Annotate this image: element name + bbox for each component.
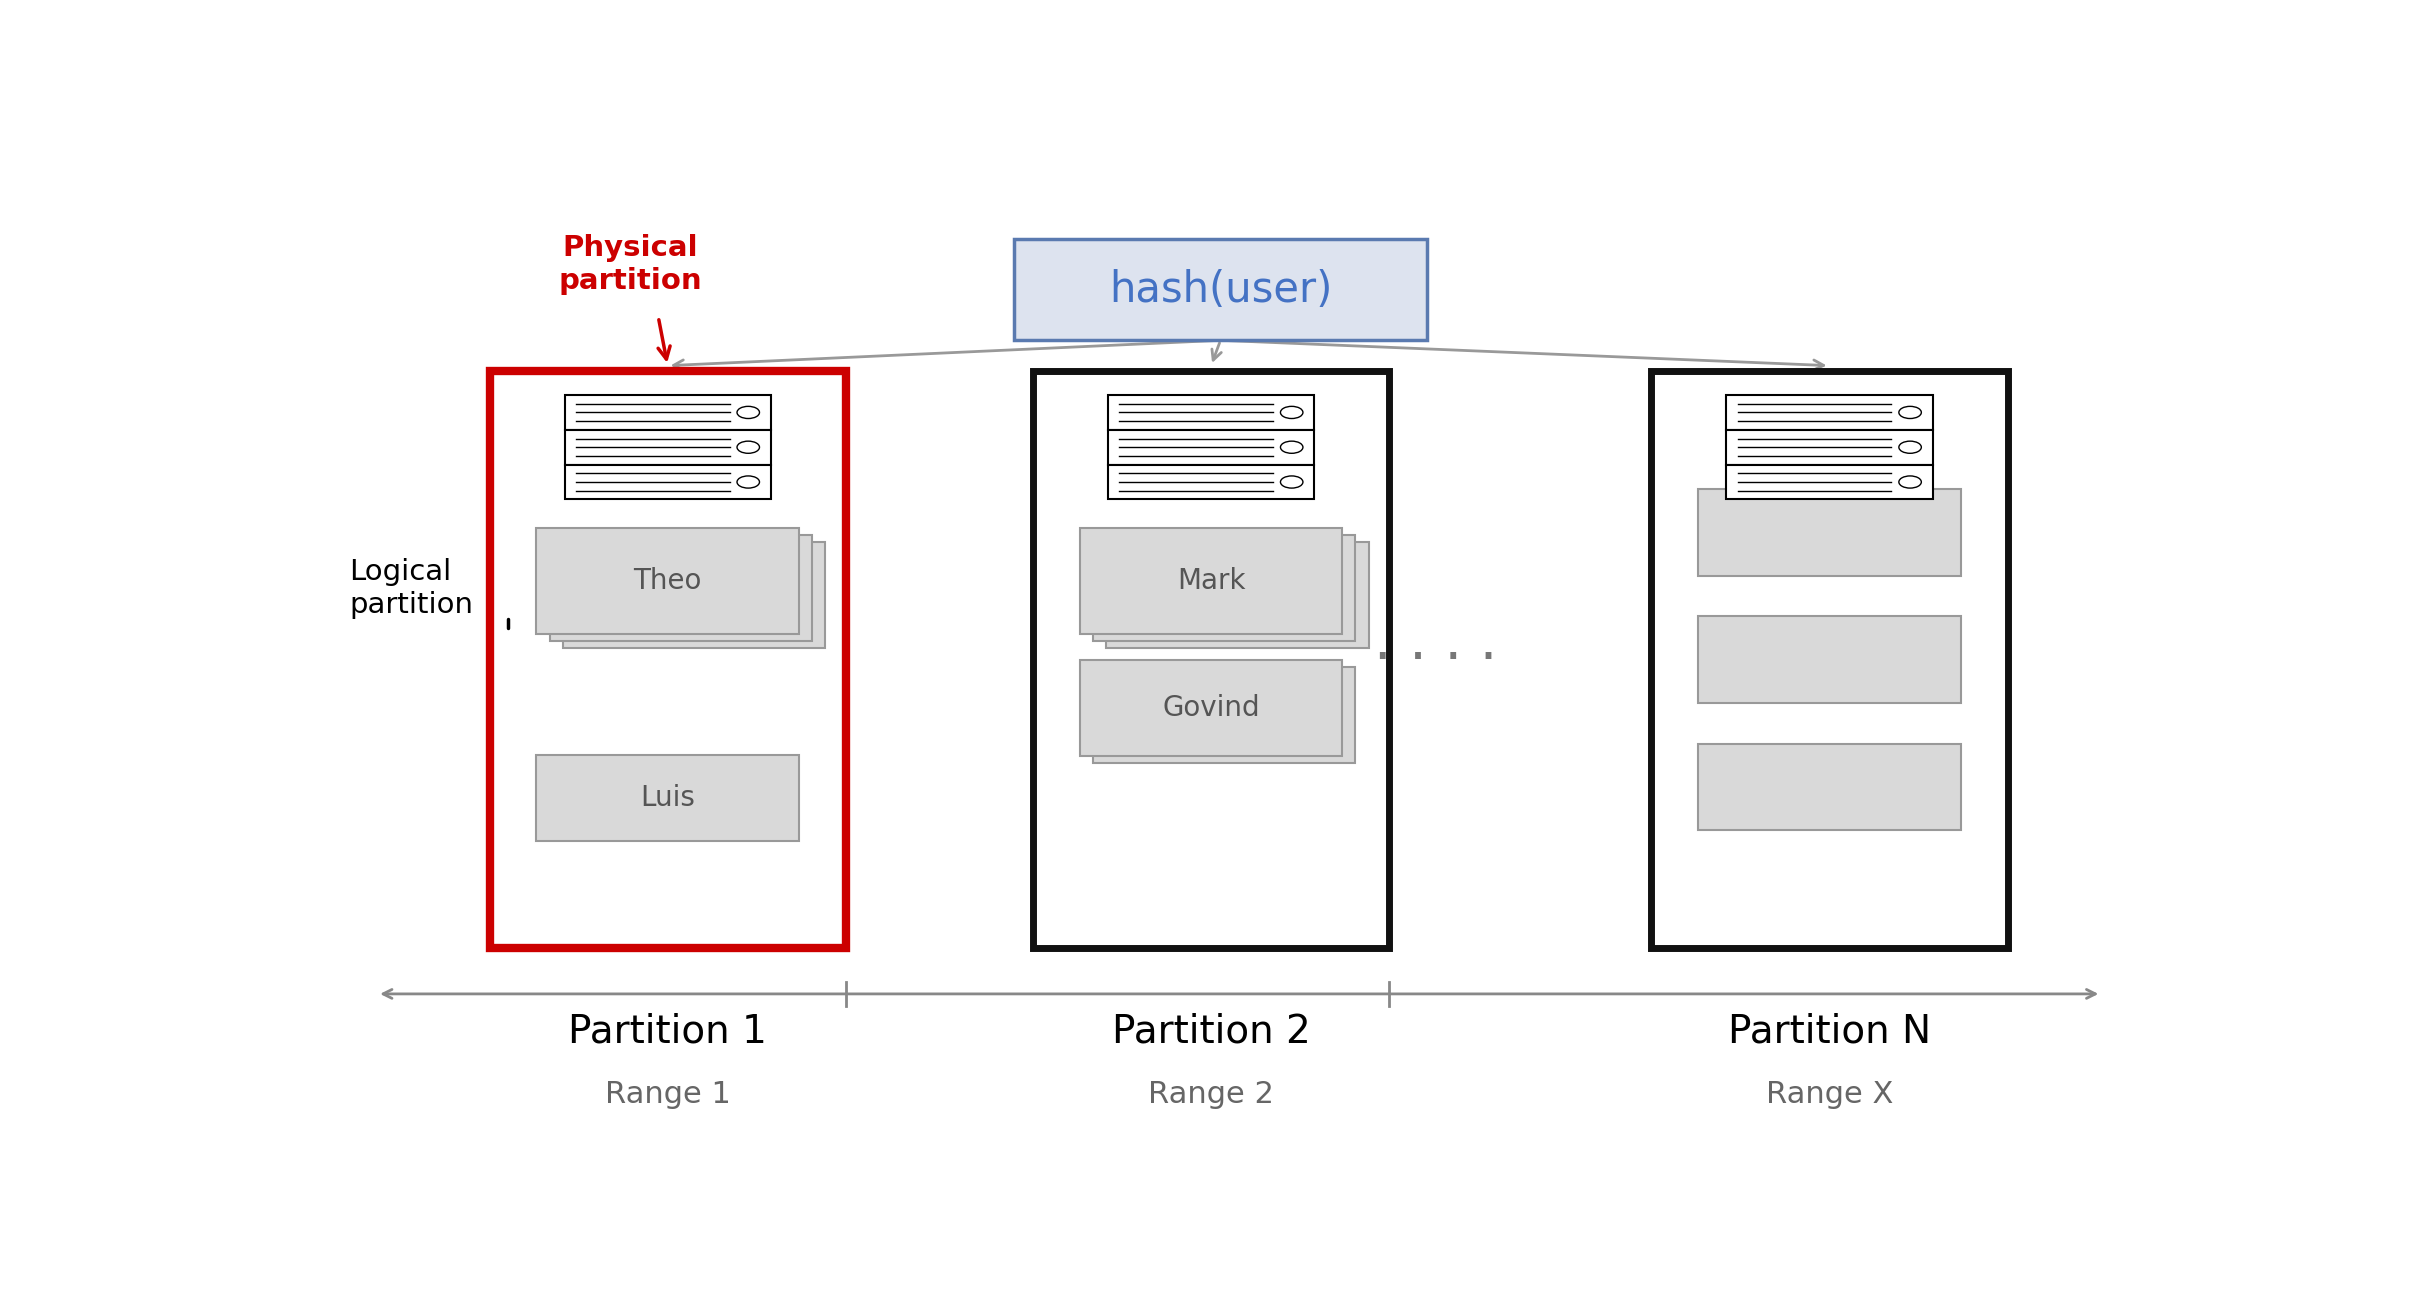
Bar <box>549 534 812 641</box>
Bar <box>1726 395 1932 430</box>
Bar <box>1107 465 1315 499</box>
Bar <box>1093 534 1356 641</box>
Bar <box>1726 465 1932 499</box>
Bar <box>1081 659 1342 755</box>
Text: · · · ·: · · · · <box>1373 633 1497 687</box>
Bar <box>563 542 825 649</box>
Bar <box>1032 371 1390 949</box>
Bar <box>1105 542 1369 649</box>
Bar <box>1651 371 2007 949</box>
Bar <box>566 430 771 465</box>
Bar <box>488 371 846 949</box>
Bar <box>1016 240 1427 341</box>
Text: Luis: Luis <box>641 784 694 812</box>
Text: Logical
partition: Logical partition <box>348 558 474 619</box>
Text: Govind: Govind <box>1163 694 1260 721</box>
Bar <box>1107 395 1315 430</box>
Bar <box>1697 490 1961 575</box>
Text: Mark: Mark <box>1178 567 1245 595</box>
Text: hash(user): hash(user) <box>1110 268 1332 311</box>
Text: Range X: Range X <box>1765 1080 1893 1109</box>
Bar <box>1107 430 1315 465</box>
Text: Range 1: Range 1 <box>604 1080 730 1109</box>
Text: Partition 1: Partition 1 <box>568 1012 767 1050</box>
Bar <box>537 528 798 634</box>
Bar <box>1726 430 1932 465</box>
Text: Theo: Theo <box>634 567 701 595</box>
Bar <box>537 755 798 841</box>
Text: Partition 2: Partition 2 <box>1112 1012 1311 1050</box>
Text: Physical
partition: Physical partition <box>559 234 701 295</box>
Text: Partition N: Partition N <box>1729 1012 1932 1050</box>
Bar <box>1697 616 1961 703</box>
Bar <box>566 465 771 499</box>
Text: Range 2: Range 2 <box>1149 1080 1274 1109</box>
Bar <box>1697 744 1961 829</box>
Bar <box>1081 528 1342 634</box>
Bar <box>566 395 771 430</box>
Bar <box>1093 667 1356 763</box>
